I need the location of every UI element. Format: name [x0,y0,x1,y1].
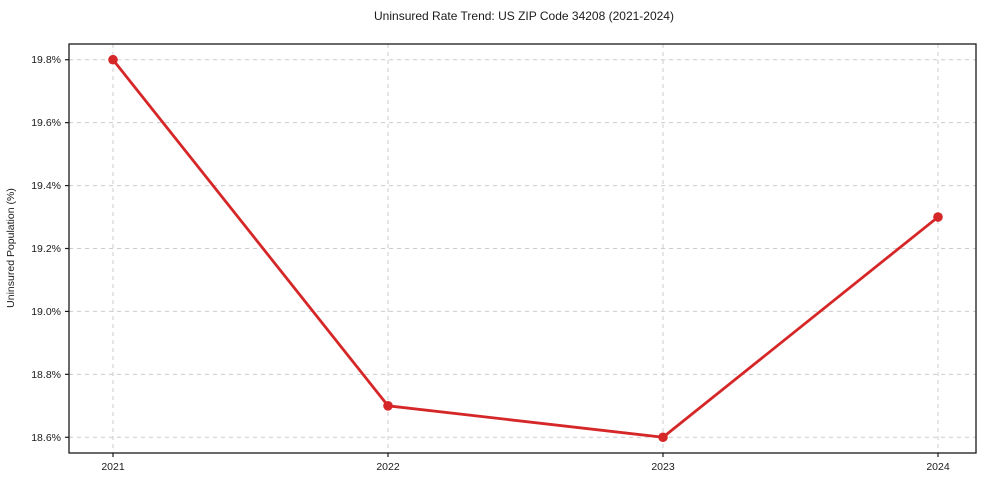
y-tick-label: 19.8% [31,54,61,66]
chart-title: Uninsured Rate Trend: US ZIP Code 34208 … [374,9,674,23]
y-axis-label: Uninsured Population (%) [5,188,17,308]
data-point [658,432,668,443]
x-tick-label: 2024 [926,461,950,473]
trend-line [111,58,940,439]
y-tick-label: 19.0% [31,306,61,318]
x-tick-label: 2022 [376,461,400,473]
x-tick-label: 2021 [101,461,125,473]
y-tick-label: 19.2% [31,243,61,255]
data-series [108,54,943,443]
tick-labels: 2021 2022 2023 2024 18.6% 18.8% 19.0% 19.2% 19.4… [31,54,950,473]
y-tick-label: 18.6% [31,432,61,444]
y-tick-label: 19.6% [31,117,61,129]
data-point [383,401,393,411]
data-point [933,212,943,222]
x-tick-label: 2023 [651,461,675,473]
axis-ticks [65,59,939,457]
y-tick-label: 18.8% [31,369,61,381]
data-point [108,54,118,65]
gridlines [69,44,976,453]
y-tick-label: 19.4% [31,180,61,192]
